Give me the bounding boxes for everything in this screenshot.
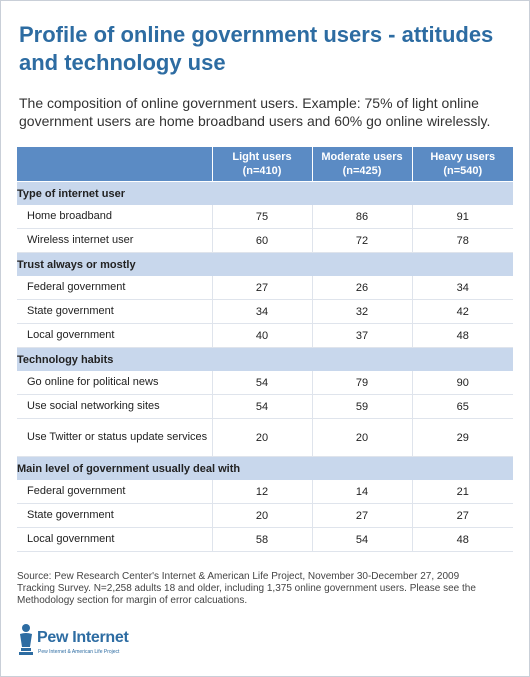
section-heading: Main level of government usually deal wi… bbox=[17, 456, 513, 480]
value-cell: 27 bbox=[312, 503, 413, 528]
section-row: Type of internet user bbox=[17, 181, 513, 205]
section-heading: Type of internet user bbox=[17, 181, 513, 205]
table-row: Federal government 27 26 34 bbox=[17, 276, 513, 300]
column-header-moderate: Moderate users (n=425) bbox=[312, 147, 413, 182]
value-cell: 34 bbox=[212, 299, 313, 324]
value-cell: 91 bbox=[412, 205, 513, 229]
table-row: Local government 40 37 48 bbox=[17, 323, 513, 348]
header-blank bbox=[17, 147, 213, 182]
row-label: Local government bbox=[17, 323, 213, 348]
value-cell: 14 bbox=[312, 480, 413, 504]
row-label: State government bbox=[17, 299, 213, 324]
section-row: Trust always or mostly bbox=[17, 252, 513, 276]
value-cell: 54 bbox=[212, 371, 313, 395]
row-label: Federal government bbox=[17, 276, 213, 300]
table-row: Home broadband 75 86 91 bbox=[17, 205, 513, 229]
page-title: Profile of online government users - att… bbox=[19, 22, 494, 75]
table-header-row: Light users (n=410) Moderate users (n=42… bbox=[17, 147, 513, 182]
table-row: State government 34 32 42 bbox=[17, 299, 513, 324]
row-label: Use social networking sites bbox=[17, 394, 213, 419]
value-cell: 34 bbox=[412, 276, 513, 300]
subtitle: The composition of online government use… bbox=[19, 95, 491, 129]
table-body: Type of internet user Home broadband 75 86 9… bbox=[17, 181, 513, 552]
value-cell: 86 bbox=[312, 205, 413, 229]
value-cell: 27 bbox=[212, 276, 313, 300]
column-header-heavy: Heavy users (n=540) bbox=[412, 147, 513, 182]
value-cell: 21 bbox=[412, 480, 513, 504]
data-table: Light users (n=410) Moderate users (n=42… bbox=[17, 147, 513, 552]
row-label: Wireless internet user bbox=[17, 228, 213, 253]
row-label: Local government bbox=[17, 527, 213, 552]
value-cell: 54 bbox=[312, 527, 413, 552]
logo-tagline: Pew Internet & American Life Project bbox=[38, 649, 120, 655]
source-note: Source: Pew Research Center's Internet &… bbox=[17, 571, 476, 606]
column-header-n: (n=540) bbox=[443, 165, 483, 177]
section-heading: Trust always or mostly bbox=[17, 252, 513, 276]
value-cell: 79 bbox=[312, 371, 413, 395]
table-row: Local government 58 54 48 bbox=[17, 527, 513, 552]
section-row: Main level of government usually deal wi… bbox=[17, 456, 513, 480]
column-header-n: (n=410) bbox=[242, 165, 282, 177]
value-cell: 48 bbox=[412, 323, 513, 348]
table-row: Federal government 12 14 21 bbox=[17, 480, 513, 504]
value-cell: 26 bbox=[312, 276, 413, 300]
column-header-n: (n=425) bbox=[342, 165, 382, 177]
table-row: Go online for political news 54 79 90 bbox=[17, 371, 513, 395]
section-heading: Technology habits bbox=[17, 347, 513, 371]
column-header-name: Light users bbox=[232, 151, 292, 163]
table-row: Use Twitter or status update services 20 2… bbox=[17, 418, 513, 457]
value-cell: 59 bbox=[312, 394, 413, 419]
column-header-name: Heavy users bbox=[430, 151, 496, 163]
row-label: Go online for political news bbox=[17, 371, 213, 395]
row-label: Home broadband bbox=[17, 205, 213, 229]
value-cell: 72 bbox=[312, 228, 413, 253]
value-cell: 54 bbox=[212, 394, 313, 419]
value-cell: 40 bbox=[212, 323, 313, 348]
value-cell: 58 bbox=[212, 527, 313, 552]
value-cell: 90 bbox=[412, 371, 513, 395]
value-cell: 60 bbox=[212, 228, 313, 253]
column-header-name: Moderate users bbox=[321, 151, 403, 163]
value-cell: 48 bbox=[412, 527, 513, 552]
pew-logo-icon bbox=[19, 624, 33, 655]
value-cell: 75 bbox=[212, 205, 313, 229]
value-cell: 29 bbox=[412, 418, 513, 457]
value-cell: 20 bbox=[212, 503, 313, 528]
row-label: State government bbox=[17, 503, 213, 528]
value-cell: 42 bbox=[412, 299, 513, 324]
column-header-light: Light users (n=410) bbox=[212, 147, 313, 182]
table-row: Use social networking sites 54 59 65 bbox=[17, 394, 513, 419]
value-cell: 78 bbox=[412, 228, 513, 253]
value-cell: 65 bbox=[412, 394, 513, 419]
table-row: State government 20 27 27 bbox=[17, 503, 513, 528]
value-cell: 12 bbox=[212, 480, 313, 504]
value-cell: 20 bbox=[312, 418, 413, 457]
value-cell: 20 bbox=[212, 418, 313, 457]
pew-internet-logo: Pew Internet Pew Internet & American Lif… bbox=[17, 623, 157, 663]
section-row: Technology habits bbox=[17, 347, 513, 371]
row-label: Use Twitter or status update services bbox=[17, 418, 213, 457]
value-cell: 27 bbox=[412, 503, 513, 528]
row-label: Federal government bbox=[17, 480, 213, 504]
value-cell: 32 bbox=[312, 299, 413, 324]
value-cell: 37 bbox=[312, 323, 413, 348]
logo-name: Pew Internet bbox=[37, 629, 129, 646]
table-row: Wireless internet user 60 72 78 bbox=[17, 228, 513, 253]
